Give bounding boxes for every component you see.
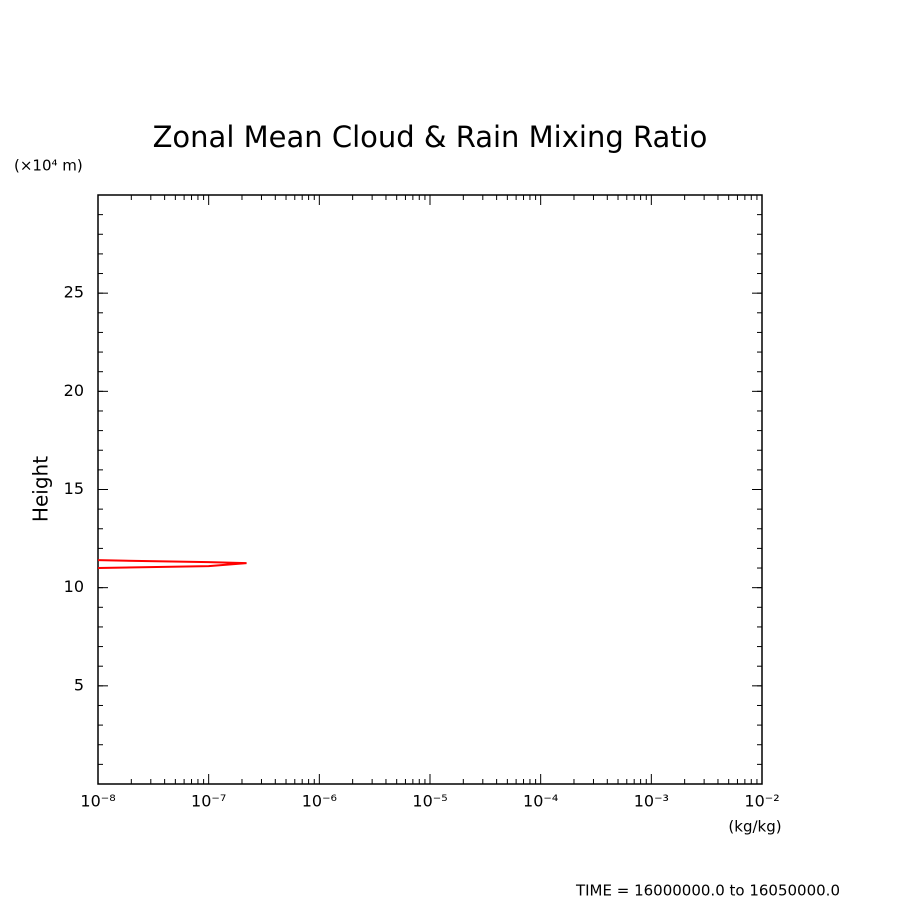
y-tick-label: 20 xyxy=(64,381,84,400)
x-unit: (kg/kg) xyxy=(728,818,781,836)
x-tick-label: 10⁻⁶ xyxy=(302,792,337,811)
x-tick-label: 10⁻⁵ xyxy=(412,792,447,811)
y-tick-label: 25 xyxy=(64,283,84,302)
y-axis-label: Height xyxy=(29,456,53,522)
data-line xyxy=(98,559,247,570)
x-tick-label: 10⁻⁸ xyxy=(80,792,115,811)
plot-frame xyxy=(97,194,763,785)
chart-title: Zonal Mean Cloud & Rain Mixing Ratio xyxy=(153,120,708,154)
y-tick-label: 10 xyxy=(64,577,84,596)
y-tick-label: 15 xyxy=(64,479,84,498)
y-tick-label: 5 xyxy=(74,675,84,694)
x-tick-label: 10⁻⁷ xyxy=(191,792,226,811)
x-tick-label: 10⁻³ xyxy=(634,792,669,811)
x-tick-label: 10⁻⁴ xyxy=(523,792,558,811)
y-unit: (×10⁴ m) xyxy=(14,157,83,175)
footer: TIME = 16000000.0 to 16050000.0 xyxy=(575,882,840,900)
x-tick-label: 10⁻² xyxy=(744,792,779,811)
